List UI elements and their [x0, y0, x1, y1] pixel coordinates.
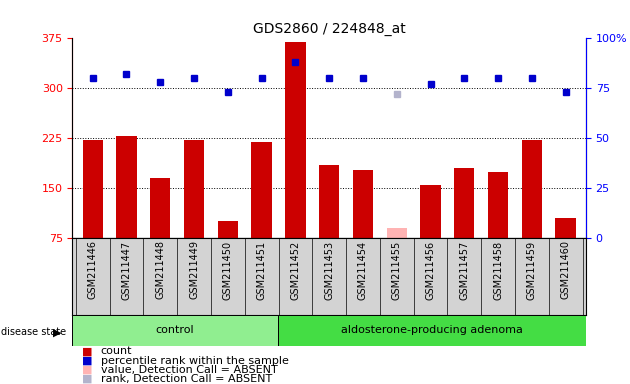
- Bar: [72, 315, 278, 346]
- Bar: [218, 222, 238, 238]
- Bar: [556, 218, 576, 238]
- Text: percentile rank within the sample: percentile rank within the sample: [101, 356, 289, 366]
- Text: value, Detection Call = ABSENT: value, Detection Call = ABSENT: [101, 365, 278, 375]
- Title: GDS2860 / 224848_at: GDS2860 / 224848_at: [253, 22, 406, 36]
- Text: ■: ■: [82, 356, 93, 366]
- Text: GSM211446: GSM211446: [88, 240, 98, 300]
- Text: GSM211460: GSM211460: [561, 240, 571, 300]
- Text: ■: ■: [82, 365, 93, 375]
- Text: GSM211449: GSM211449: [189, 240, 199, 300]
- Text: GSM211451: GSM211451: [256, 240, 266, 300]
- Text: ■: ■: [82, 346, 93, 356]
- Text: disease state: disease state: [1, 327, 66, 337]
- Text: GSM211456: GSM211456: [425, 240, 435, 300]
- Text: control: control: [156, 325, 195, 335]
- Text: GSM211452: GSM211452: [290, 240, 301, 300]
- Text: GSM211457: GSM211457: [459, 240, 469, 300]
- Text: GSM211453: GSM211453: [324, 240, 334, 300]
- Text: aldosterone-producing adenoma: aldosterone-producing adenoma: [341, 325, 523, 335]
- Bar: [83, 140, 103, 238]
- Bar: [150, 178, 170, 238]
- Text: ▶: ▶: [54, 327, 62, 337]
- Bar: [522, 140, 542, 238]
- Text: ■: ■: [82, 374, 93, 384]
- Bar: [285, 42, 306, 238]
- Bar: [319, 165, 340, 238]
- Bar: [420, 185, 440, 238]
- Bar: [387, 228, 407, 238]
- Bar: [278, 315, 586, 346]
- Bar: [251, 142, 272, 238]
- Text: GSM211450: GSM211450: [223, 240, 233, 300]
- Bar: [488, 172, 508, 238]
- Bar: [117, 136, 137, 238]
- Text: count: count: [101, 346, 132, 356]
- Bar: [454, 168, 474, 238]
- Text: rank, Detection Call = ABSENT: rank, Detection Call = ABSENT: [101, 374, 272, 384]
- Bar: [184, 140, 204, 238]
- Bar: [353, 169, 373, 238]
- Text: GSM211448: GSM211448: [155, 240, 165, 300]
- Text: GSM211458: GSM211458: [493, 240, 503, 300]
- Text: GSM211459: GSM211459: [527, 240, 537, 300]
- Text: GSM211454: GSM211454: [358, 240, 368, 300]
- Text: GSM211447: GSM211447: [122, 240, 132, 300]
- Text: GSM211455: GSM211455: [392, 240, 402, 300]
